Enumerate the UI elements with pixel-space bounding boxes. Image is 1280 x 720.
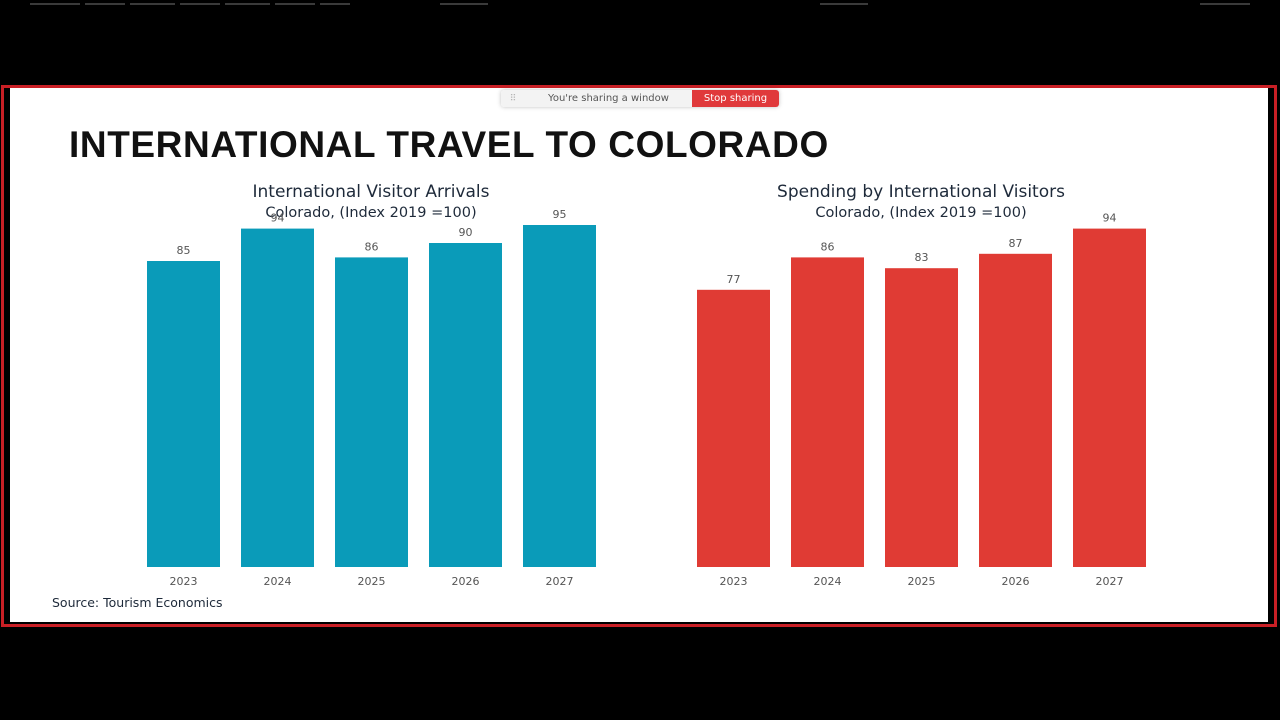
x-tick-label-arrivals-2027: 2027 xyxy=(546,575,574,588)
x-tick-label-spending-2025: 2025 xyxy=(908,575,936,588)
data-label-arrivals-2026: 90 xyxy=(459,226,473,239)
source-note: Source: Tourism Economics xyxy=(52,595,223,610)
browser-tab-strip xyxy=(0,0,1280,10)
x-tick-label-arrivals-2026: 2026 xyxy=(452,575,480,588)
chart-title-arrivals: International Visitor Arrivals xyxy=(252,182,490,202)
bar-spending-2027 xyxy=(1073,228,1146,567)
data-label-spending-2024: 86 xyxy=(821,240,835,253)
data-label-arrivals-2024: 94 xyxy=(271,212,285,225)
chart-arrivals: 85 2023 94 2024 86 2025 90 2026 95 2027 xyxy=(147,208,596,588)
data-label-arrivals-2027: 95 xyxy=(553,208,567,221)
chart-spending: 77 2023 86 2024 83 2025 87 2026 94 2027 xyxy=(697,212,1146,588)
x-tick-label-spending-2026: 2026 xyxy=(1002,575,1030,588)
chart-subtitle-arrivals: Colorado, (Index 2019 =100) xyxy=(265,205,477,221)
bar-spending-2026 xyxy=(979,253,1052,568)
data-label-spending-2026: 87 xyxy=(1009,237,1023,250)
x-tick-label-spending-2024: 2024 xyxy=(814,575,842,588)
bar-spending-2023 xyxy=(697,289,770,567)
bar-arrivals-2024 xyxy=(241,228,314,567)
stop-sharing-button[interactable]: Stop sharing xyxy=(692,90,779,107)
data-label-spending-2027: 94 xyxy=(1103,212,1117,225)
chart-subtitle-spending: Colorado, (Index 2019 =100) xyxy=(815,205,1027,221)
data-label-arrivals-2023: 85 xyxy=(177,244,191,257)
chart-title-spending: Spending by International Visitors xyxy=(777,182,1065,202)
bar-arrivals-2025 xyxy=(335,257,408,567)
bar-arrivals-2026 xyxy=(429,243,502,567)
x-tick-label-arrivals-2024: 2024 xyxy=(264,575,292,588)
slide-title: INTERNATIONAL TRAVEL TO COLORADO xyxy=(69,124,829,165)
x-tick-label-spending-2023: 2023 xyxy=(720,575,748,588)
bars-spending: 77 2023 86 2024 83 2025 87 2026 94 2027 xyxy=(697,212,1146,588)
data-label-spending-2023: 77 xyxy=(727,273,741,286)
drag-handle-icon[interactable]: ⠿ xyxy=(501,90,525,107)
sharing-status-text: You're sharing a window xyxy=(525,90,692,107)
bar-arrivals-2023 xyxy=(147,261,220,567)
data-label-spending-2025: 83 xyxy=(915,251,929,264)
data-label-arrivals-2025: 86 xyxy=(365,240,379,253)
bar-spending-2024 xyxy=(791,257,864,567)
bar-arrivals-2027 xyxy=(523,225,596,567)
bar-spending-2025 xyxy=(885,268,958,567)
x-tick-label-arrivals-2025: 2025 xyxy=(358,575,386,588)
x-tick-label-arrivals-2023: 2023 xyxy=(170,575,198,588)
bars-arrivals: 85 2023 94 2024 86 2025 90 2026 95 2027 xyxy=(147,208,596,588)
x-tick-label-spending-2027: 2027 xyxy=(1096,575,1124,588)
screen-share-toolbar: ⠿ You're sharing a window Stop sharing xyxy=(501,90,779,107)
